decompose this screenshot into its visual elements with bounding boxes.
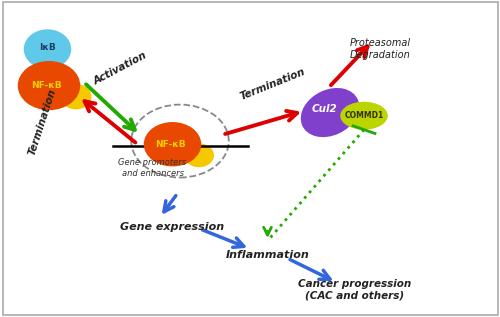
Text: Cul2: Cul2 [312, 104, 338, 114]
Text: Inflammation: Inflammation [226, 250, 310, 260]
Text: NF-κB: NF-κB [31, 81, 62, 90]
Text: NF-κB: NF-κB [154, 140, 186, 149]
Ellipse shape [340, 102, 388, 130]
Ellipse shape [18, 61, 80, 110]
Text: Gene promoters
and enhancers: Gene promoters and enhancers [118, 158, 186, 178]
Text: Termination: Termination [238, 66, 306, 102]
Ellipse shape [60, 84, 92, 109]
Text: Cancer progression
(CAC and others): Cancer progression (CAC and others) [298, 279, 412, 301]
Ellipse shape [301, 88, 359, 137]
Text: Gene expression: Gene expression [120, 222, 224, 232]
Text: Activation: Activation [92, 50, 148, 87]
Text: COMMD1: COMMD1 [344, 111, 384, 120]
Ellipse shape [24, 29, 72, 69]
Text: Proteasomal
Degradation: Proteasomal Degradation [350, 38, 410, 60]
Ellipse shape [144, 122, 201, 166]
Ellipse shape [184, 143, 214, 167]
Text: Termination: Termination [27, 87, 58, 157]
Text: IκB: IκB [39, 43, 56, 52]
